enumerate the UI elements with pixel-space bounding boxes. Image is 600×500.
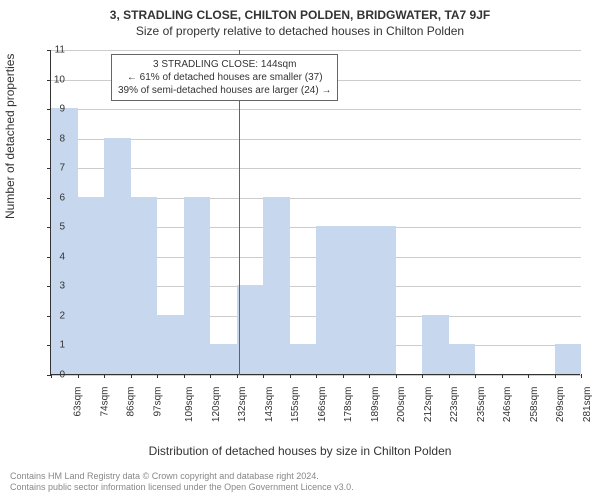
x-tick-label: 143sqm [264,387,275,423]
y-axis-label: Number of detached properties [3,54,17,219]
histogram-bar [51,108,78,374]
y-tick-label: 10 [54,74,65,85]
y-tick-label: 7 [59,163,65,174]
x-axis-label: Distribution of detached houses by size … [0,444,600,458]
y-tick-label: 0 [59,370,65,381]
x-tick-label: 74sqm [99,387,110,417]
histogram-bar [78,197,105,374]
x-tick-label: 155sqm [290,387,301,423]
x-tick-label: 212sqm [423,387,434,423]
chart-subtitle: Size of property relative to detached ho… [0,24,600,38]
x-tick-label: 269sqm [555,387,566,423]
property-size-chart: 3, STRADLING CLOSE, CHILTON POLDEN, BRID… [0,0,600,500]
footer-line-2: Contains public sector information licen… [10,482,354,494]
histogram-bar [290,344,317,374]
x-tick-label: 97sqm [152,387,163,417]
histogram-bar [316,226,343,374]
x-tick-label: 235sqm [476,387,487,423]
plot-area: 3 STRADLING CLOSE: 144sqm← 61% of detach… [50,50,580,375]
y-tick-label: 3 [59,281,65,292]
annotation-line-3: 39% of semi-detached houses are larger (… [118,84,331,97]
grid-line [51,109,581,110]
histogram-bar [210,344,237,374]
histogram-bar [343,226,370,374]
annotation-line-2: ← 61% of detached houses are smaller (37… [118,71,331,84]
x-tick-label: 132sqm [237,387,248,423]
histogram-bar [104,138,131,374]
x-tick-label: 178sqm [343,387,354,423]
grid-line [51,139,581,140]
y-tick-label: 8 [59,133,65,144]
x-tick-label: 281sqm [582,387,593,423]
x-tick-label: 86sqm [126,387,137,417]
histogram-bar [237,285,264,374]
y-tick-label: 1 [59,340,65,351]
y-tick-label: 2 [59,310,65,321]
annotation-box: 3 STRADLING CLOSE: 144sqm← 61% of detach… [111,54,338,101]
x-tick-label: 246sqm [502,387,513,423]
y-tick-label: 5 [59,222,65,233]
x-tick-label: 166sqm [317,387,328,423]
x-tick-label: 120sqm [211,387,222,423]
footer-attribution: Contains HM Land Registry data © Crown c… [10,471,354,494]
histogram-bar [369,226,396,374]
histogram-bar [422,315,449,374]
y-tick-label: 4 [59,251,65,262]
annotation-line-1: 3 STRADLING CLOSE: 144sqm [118,58,331,71]
x-tick-label: 189sqm [370,387,381,423]
footer-line-1: Contains HM Land Registry data © Crown c… [10,471,354,483]
y-tick-label: 11 [55,45,65,56]
x-tick-label: 258sqm [529,387,540,423]
x-tick-label: 200sqm [396,387,407,423]
x-tick-label: 223sqm [449,387,460,423]
histogram-bar [263,197,290,374]
histogram-bar [131,197,158,374]
y-tick-label: 6 [59,192,65,203]
chart-title: 3, STRADLING CLOSE, CHILTON POLDEN, BRID… [0,8,600,22]
histogram-bar [555,344,582,374]
grid-line [51,50,581,51]
grid-line [51,168,581,169]
x-tick-label: 109sqm [184,387,195,423]
histogram-bar [184,197,211,374]
histogram-bar [449,344,476,374]
histogram-bar [157,315,184,374]
y-tick-label: 9 [59,104,65,115]
x-tick-label: 63sqm [73,387,84,417]
